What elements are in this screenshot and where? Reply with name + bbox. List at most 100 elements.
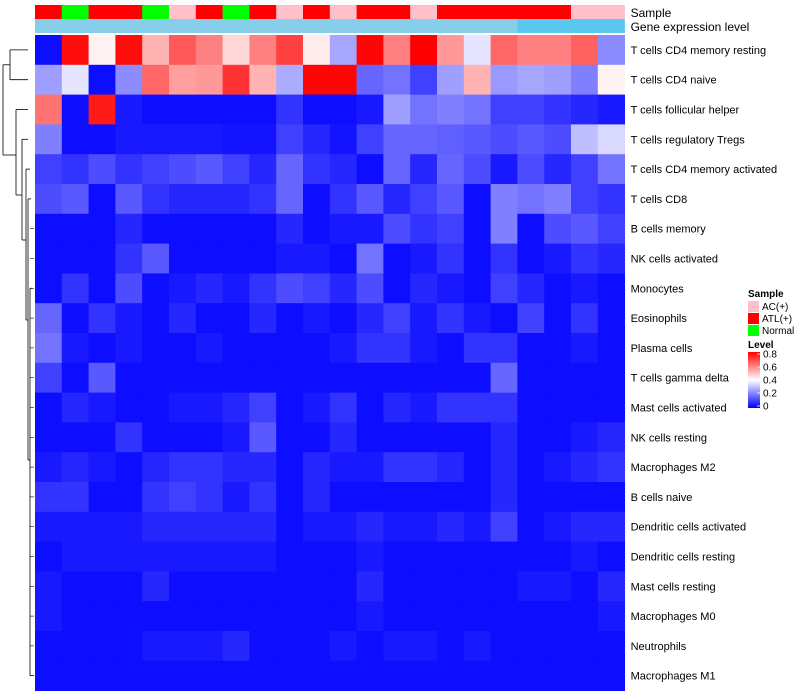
heatmap-cell <box>571 154 599 185</box>
annotation-cell-sample <box>437 5 465 19</box>
row-label: Mast cells resting <box>631 581 716 593</box>
heatmap-cell <box>463 422 491 453</box>
heatmap-cell <box>329 94 357 125</box>
heatmap-cell <box>329 482 357 513</box>
heatmap-cell <box>35 601 63 632</box>
heatmap-cell <box>276 124 304 155</box>
heatmap-cell <box>35 452 63 483</box>
heatmap-cell <box>169 124 197 155</box>
heatmap-cell <box>276 392 304 423</box>
heatmap-cell <box>490 35 518 66</box>
heatmap-cell <box>383 35 411 66</box>
heatmap-cell <box>88 362 116 393</box>
heatmap-cell <box>195 333 223 364</box>
heatmap-cell <box>410 273 438 304</box>
heatmap-cell <box>142 571 170 602</box>
heatmap-cell <box>597 64 625 95</box>
heatmap-cell <box>463 482 491 513</box>
heatmap-cell <box>222 243 250 274</box>
heatmap-cell <box>571 333 599 364</box>
heatmap-cell <box>142 511 170 542</box>
heatmap-cell <box>88 601 116 632</box>
heatmap-cell <box>490 184 518 215</box>
heatmap-cell <box>463 362 491 393</box>
heatmap-cell <box>142 94 170 125</box>
heatmap-cell <box>115 631 143 662</box>
heatmap-cell <box>490 631 518 662</box>
heatmap-cell <box>463 631 491 662</box>
heatmap-cell <box>61 422 89 453</box>
heatmap-cell <box>383 511 411 542</box>
heatmap-cell <box>61 601 89 632</box>
annotation-cell-gene-expression-level <box>544 19 572 33</box>
heatmap-cell <box>142 392 170 423</box>
heatmap-cell <box>544 273 572 304</box>
heatmap-cell <box>410 482 438 513</box>
heatmap-cell <box>195 511 223 542</box>
heatmap-cell <box>195 273 223 304</box>
heatmap-cell <box>35 362 63 393</box>
heatmap-cell <box>195 243 223 274</box>
heatmap-cell <box>249 243 277 274</box>
heatmap-cell <box>463 511 491 542</box>
annotation-cell-gene-expression-level <box>88 19 116 33</box>
heatmap-cell <box>329 422 357 453</box>
heatmap-cell <box>517 273 545 304</box>
heatmap-cell <box>88 333 116 364</box>
heatmap-cell <box>195 303 223 334</box>
heatmap-cell <box>276 303 304 334</box>
annotation-cell-gene-expression-level <box>437 19 465 33</box>
heatmap-cell <box>437 482 465 513</box>
heatmap-cell <box>142 124 170 155</box>
annotation-track-label: Sample <box>631 6 672 20</box>
heatmap-cell <box>276 243 304 274</box>
heatmap-cell <box>35 64 63 95</box>
heatmap-cell <box>169 392 197 423</box>
annotation-cell-sample <box>356 5 384 19</box>
heatmap-cell <box>571 571 599 602</box>
heatmap-cell <box>169 35 197 66</box>
heatmap-cell <box>410 660 438 691</box>
row-label: Monocytes <box>631 283 685 295</box>
heatmap-cell <box>169 94 197 125</box>
heatmap-cell <box>437 511 465 542</box>
heatmap-cell <box>410 184 438 215</box>
heatmap-cell <box>490 362 518 393</box>
row-label: Neutrophils <box>631 641 687 653</box>
legend-tick-label: 0.4 <box>763 376 777 387</box>
heatmap-cell <box>222 482 250 513</box>
heatmap-cell <box>35 35 63 66</box>
heatmap-cell <box>490 392 518 423</box>
heatmap-cell <box>517 154 545 185</box>
annotation-cell-gene-expression-level <box>463 19 491 33</box>
heatmap-cell <box>276 213 304 244</box>
heatmap-cell <box>88 35 116 66</box>
heatmap-cell <box>303 541 331 572</box>
heatmap-cell <box>303 362 331 393</box>
heatmap-cell <box>276 541 304 572</box>
row-label: NK cells activated <box>631 254 718 266</box>
heatmap-cell <box>249 541 277 572</box>
heatmap-cell <box>249 452 277 483</box>
annotation-cell-sample <box>517 5 545 19</box>
heatmap-cell <box>544 154 572 185</box>
heatmap-cell <box>597 541 625 572</box>
heatmap-cell <box>249 362 277 393</box>
heatmap-cell <box>437 124 465 155</box>
heatmap-cell <box>169 333 197 364</box>
heatmap-cell <box>276 452 304 483</box>
heatmap-cell <box>517 482 545 513</box>
heatmap-cell <box>410 213 438 244</box>
heatmap-cell <box>544 601 572 632</box>
heatmap-cell <box>544 541 572 572</box>
heatmap-cell <box>544 660 572 691</box>
heatmap-cell <box>517 422 545 453</box>
heatmap-cell <box>571 64 599 95</box>
heatmap-cell <box>115 213 143 244</box>
heatmap-cell <box>303 511 331 542</box>
heatmap-cell <box>490 273 518 304</box>
heatmap-cell <box>517 452 545 483</box>
heatmap-cell <box>169 273 197 304</box>
heatmap-cell <box>276 64 304 95</box>
heatmap-cell <box>463 64 491 95</box>
